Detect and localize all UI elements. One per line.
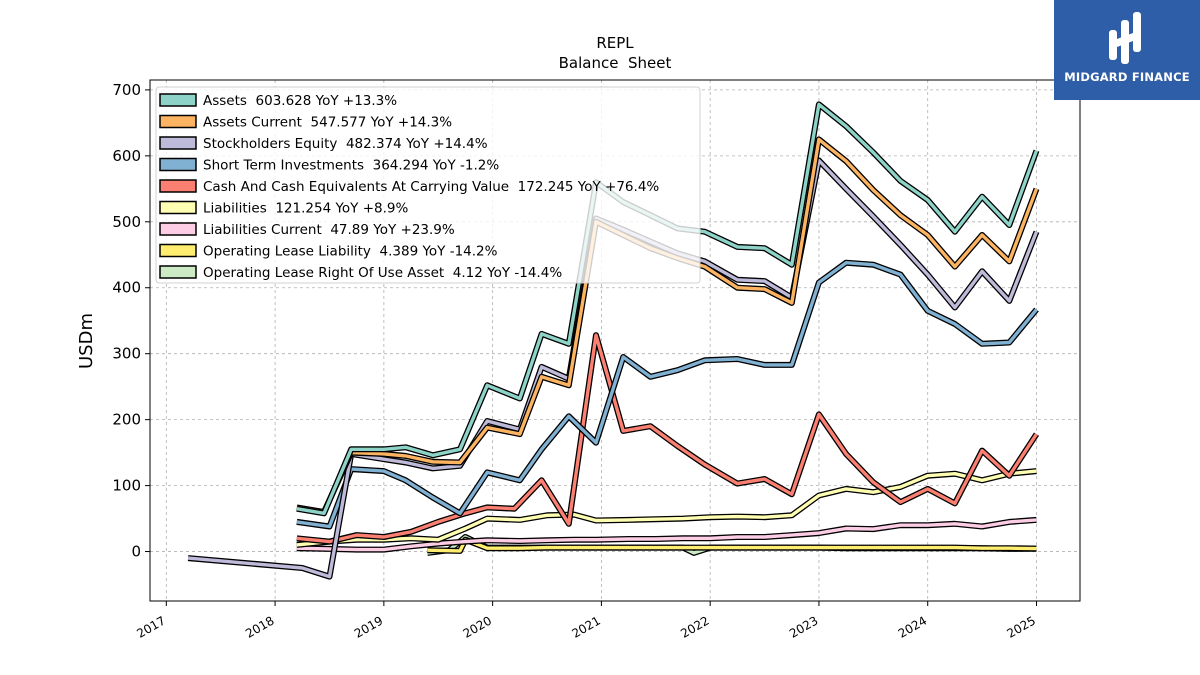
legend-swatch xyxy=(159,265,197,279)
legend: Assets 603.628 YoY +13.3% Assets Current … xyxy=(155,86,701,284)
y-tick-label: 0 xyxy=(131,543,141,561)
series-line xyxy=(296,259,1039,530)
y-tick-label: 500 xyxy=(112,213,141,231)
x-tick-label: 2020 xyxy=(461,613,494,640)
x-tick-label: 2019 xyxy=(352,613,385,640)
y-tick-label: 100 xyxy=(112,477,141,495)
legend-swatch xyxy=(159,157,197,172)
y-tick-label: 400 xyxy=(112,279,141,297)
x-tick-label: 2024 xyxy=(896,613,929,640)
y-tick-label: 300 xyxy=(112,345,141,363)
legend-entry: Assets Current 547.577 YoY +14.3% xyxy=(203,115,452,131)
x-axis: 2017 2018 2019 2020 2021 2022 2023 2024 2025 xyxy=(134,601,1038,641)
series-line-stroke xyxy=(427,538,1037,553)
series-layer xyxy=(187,101,1040,580)
series-line-stroke xyxy=(296,469,1037,547)
legend-entry: Stockholders Equity 482.374 YoY +14.4% xyxy=(203,136,488,152)
legend-entry: Liabilities Current 47.89 YoY +23.9% xyxy=(203,222,455,238)
chart-title: REPL xyxy=(596,34,634,52)
y-axis-label: USDm xyxy=(76,313,97,369)
legend-swatch xyxy=(159,114,197,129)
x-tick-label: 2018 xyxy=(243,613,276,640)
series-line-stroke xyxy=(296,518,1037,552)
legend-swatch xyxy=(159,179,197,193)
midgard-logo-icon xyxy=(1109,12,1141,64)
x-tick-label: 2023 xyxy=(787,613,820,640)
chart-subtitle: Balance Sheet xyxy=(559,54,672,72)
y-axis: 0 100 200 300 400 500 600 700 xyxy=(112,81,150,561)
legend-swatch xyxy=(159,200,197,215)
series-line xyxy=(427,536,1037,554)
series-line-stroke xyxy=(296,261,1038,529)
plot-frame xyxy=(149,79,1081,602)
x-tick-label: 2025 xyxy=(1005,613,1038,640)
series-line xyxy=(296,516,1037,553)
series-line xyxy=(296,468,1037,548)
legend-swatch xyxy=(159,136,197,150)
x-tick-label: 2021 xyxy=(569,613,602,640)
legend-box xyxy=(155,86,701,284)
series-line xyxy=(296,332,1040,545)
legend-entry: Operating Lease Right Of Use Asset 4.12 … xyxy=(203,265,562,281)
legend-entry: Cash And Cash Equivalents At Carrying Va… xyxy=(203,179,659,195)
series-line-stroke xyxy=(296,333,1038,544)
legend-swatch xyxy=(159,243,197,258)
legend-entry: Assets 603.628 YoY +13.3% xyxy=(203,93,397,109)
legend-swatch xyxy=(159,93,197,107)
legend-entry: Short Term Investments 364.294 YoY -1.2% xyxy=(203,158,499,174)
y-tick-label: 700 xyxy=(112,81,141,99)
x-tick-label: 2022 xyxy=(678,613,711,640)
y-tick-label: 600 xyxy=(112,147,141,165)
legend-swatch xyxy=(159,222,197,236)
y-tick-label: 200 xyxy=(112,411,141,429)
legend-entry: Operating Lease Liability 4.389 YoY -14.… xyxy=(203,244,498,260)
brand-logo: MIDGARD FINANCE xyxy=(1054,0,1200,100)
brand-name: MIDGARD FINANCE xyxy=(1064,70,1190,84)
legend-entry: Liabilities 121.254 YoY +8.9% xyxy=(203,201,408,217)
x-tick-label: 2017 xyxy=(134,613,167,640)
